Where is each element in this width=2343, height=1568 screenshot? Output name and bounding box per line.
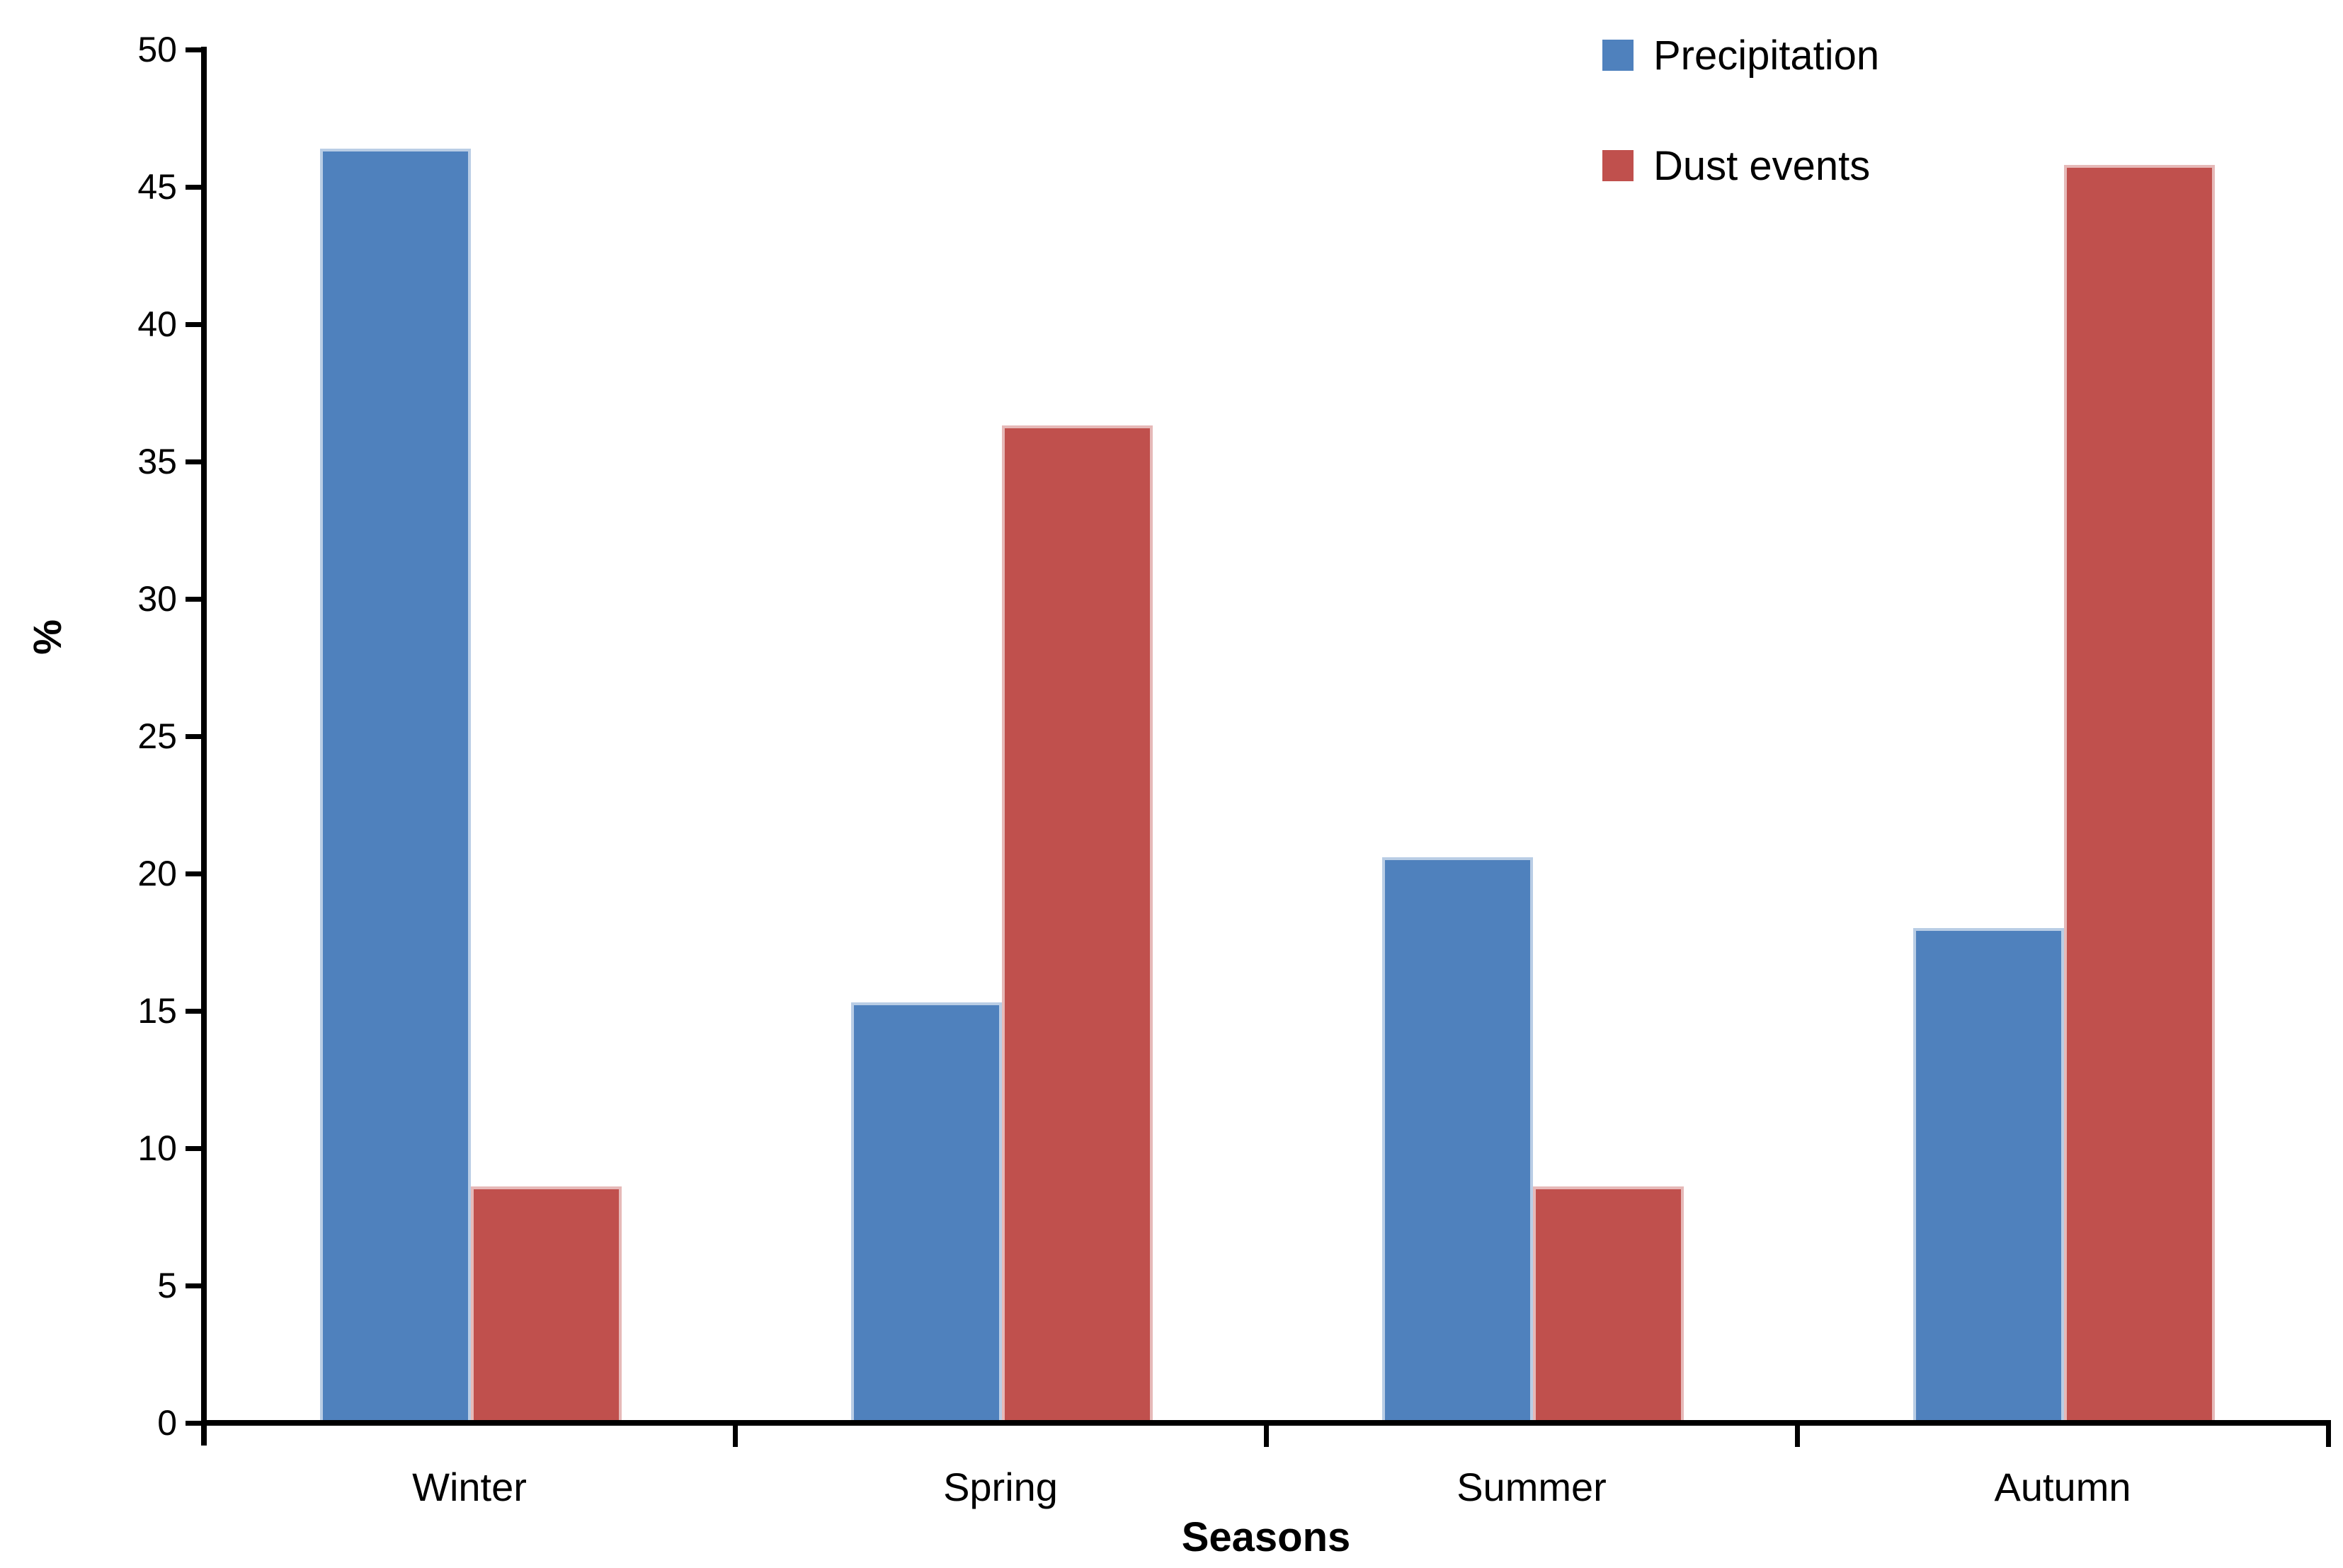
y-axis-tick xyxy=(186,184,201,190)
y-axis-tick xyxy=(186,459,201,464)
y-axis-tick-label: 25 xyxy=(137,716,177,756)
y-axis-tick-label: 0 xyxy=(157,1403,177,1443)
legend-label: Precipitation xyxy=(1653,32,1880,79)
bar-precipitation-winter xyxy=(320,148,471,1420)
x-axis-tick xyxy=(732,1426,738,1447)
x-axis-category-label: Winter xyxy=(412,1465,527,1509)
x-axis-line xyxy=(201,1420,2331,1426)
legend-swatch-icon xyxy=(1602,150,1634,181)
x-axis-category-label: Spring xyxy=(943,1465,1058,1509)
y-axis-tick xyxy=(186,1283,201,1288)
y-axis-tick xyxy=(186,1420,201,1426)
bar-precipitation-spring xyxy=(851,1002,1002,1420)
bar-dust-events-autumn xyxy=(2064,164,2215,1420)
x-axis-tick xyxy=(2325,1426,2331,1447)
y-axis-tick-label: 35 xyxy=(137,442,177,481)
legend-item: Precipitation xyxy=(1602,28,1879,82)
y-axis-tick-label: 50 xyxy=(137,30,177,69)
y-axis-tick-label: 20 xyxy=(137,854,177,893)
x-axis-tick xyxy=(1794,1426,1800,1447)
y-axis-tick-label: 10 xyxy=(137,1128,177,1168)
y-axis-tick xyxy=(186,733,201,739)
x-axis-tick xyxy=(1263,1426,1269,1447)
y-axis-tick-label: 5 xyxy=(157,1266,177,1305)
y-axis-tick xyxy=(186,1145,201,1151)
chart-legend: Precipitation Dust events xyxy=(1602,28,1879,249)
y-axis-tick-label: 30 xyxy=(137,579,177,619)
x-axis-category-label: Summer xyxy=(1456,1465,1607,1509)
y-axis-tick xyxy=(186,321,201,327)
bar-dust-events-summer xyxy=(1533,1186,1684,1420)
y-axis-tick-label: 15 xyxy=(137,991,177,1031)
bar-dust-events-spring xyxy=(1002,425,1153,1420)
y-axis-tick-label: 45 xyxy=(137,167,177,207)
legend-swatch-icon xyxy=(1602,40,1634,71)
y-axis-tick xyxy=(186,596,201,602)
x-axis-category-label: Autumn xyxy=(1994,1465,2131,1509)
y-axis-tick xyxy=(186,1008,201,1014)
x-axis-title: Seasons xyxy=(1181,1514,1351,1560)
y-axis-line xyxy=(201,47,207,1446)
y-axis-tick-label: 40 xyxy=(137,304,177,344)
y-axis-tick xyxy=(186,47,201,52)
y-axis-tick xyxy=(186,871,201,876)
bar-dust-events-winter xyxy=(471,1186,622,1420)
bar-precipitation-autumn xyxy=(1913,928,2064,1420)
legend-label: Dust events xyxy=(1653,142,1871,189)
legend-item: Dust events xyxy=(1602,139,1879,193)
bar-precipitation-summer xyxy=(1382,857,1533,1420)
